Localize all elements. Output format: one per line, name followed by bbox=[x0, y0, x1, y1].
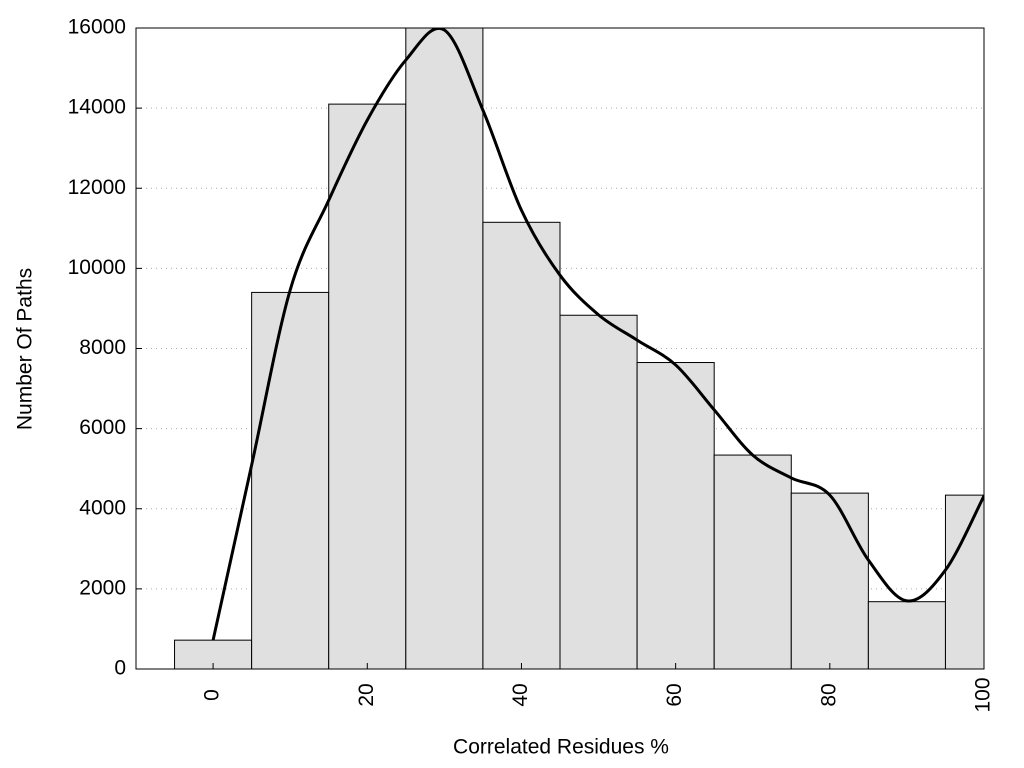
x-tick-label: 100 bbox=[972, 677, 995, 712]
y-tick-label: 16000 bbox=[68, 16, 126, 39]
x-tick-label: 0 bbox=[201, 689, 224, 701]
y-tick-label: 0 bbox=[114, 657, 126, 680]
bar bbox=[328, 103, 407, 669]
bar bbox=[944, 494, 984, 669]
x-axis-title: Correlated Residues % bbox=[453, 736, 669, 759]
bar bbox=[559, 314, 638, 669]
x-tick-label: 40 bbox=[509, 683, 532, 706]
bar bbox=[790, 492, 869, 669]
y-tick-label: 2000 bbox=[79, 576, 126, 599]
y-tick-label: 10000 bbox=[68, 256, 126, 279]
curve-layer bbox=[211, 28, 984, 641]
bar bbox=[251, 291, 330, 669]
x-tick-label: 80 bbox=[817, 683, 840, 706]
bar bbox=[405, 28, 484, 669]
y-tick-label: 4000 bbox=[79, 496, 126, 519]
y-tick-label: 8000 bbox=[79, 336, 126, 359]
y-tick-label: 12000 bbox=[68, 176, 126, 199]
bar bbox=[636, 362, 715, 669]
bar-layer bbox=[174, 28, 984, 669]
density-curve bbox=[211, 28, 984, 641]
y-tick-label: 6000 bbox=[79, 416, 126, 439]
bar bbox=[713, 454, 792, 669]
label-layer: 0 2000 4000 6000 8000 10000 12000 14000 16000 0 20… bbox=[68, 16, 995, 713]
y-axis-title: Number Of Paths bbox=[14, 268, 37, 430]
x-tick-label: 60 bbox=[663, 683, 686, 706]
bar bbox=[867, 601, 946, 669]
x-tick-label: 20 bbox=[355, 683, 378, 706]
y-tick-label: 14000 bbox=[68, 96, 126, 119]
bar bbox=[482, 221, 561, 669]
